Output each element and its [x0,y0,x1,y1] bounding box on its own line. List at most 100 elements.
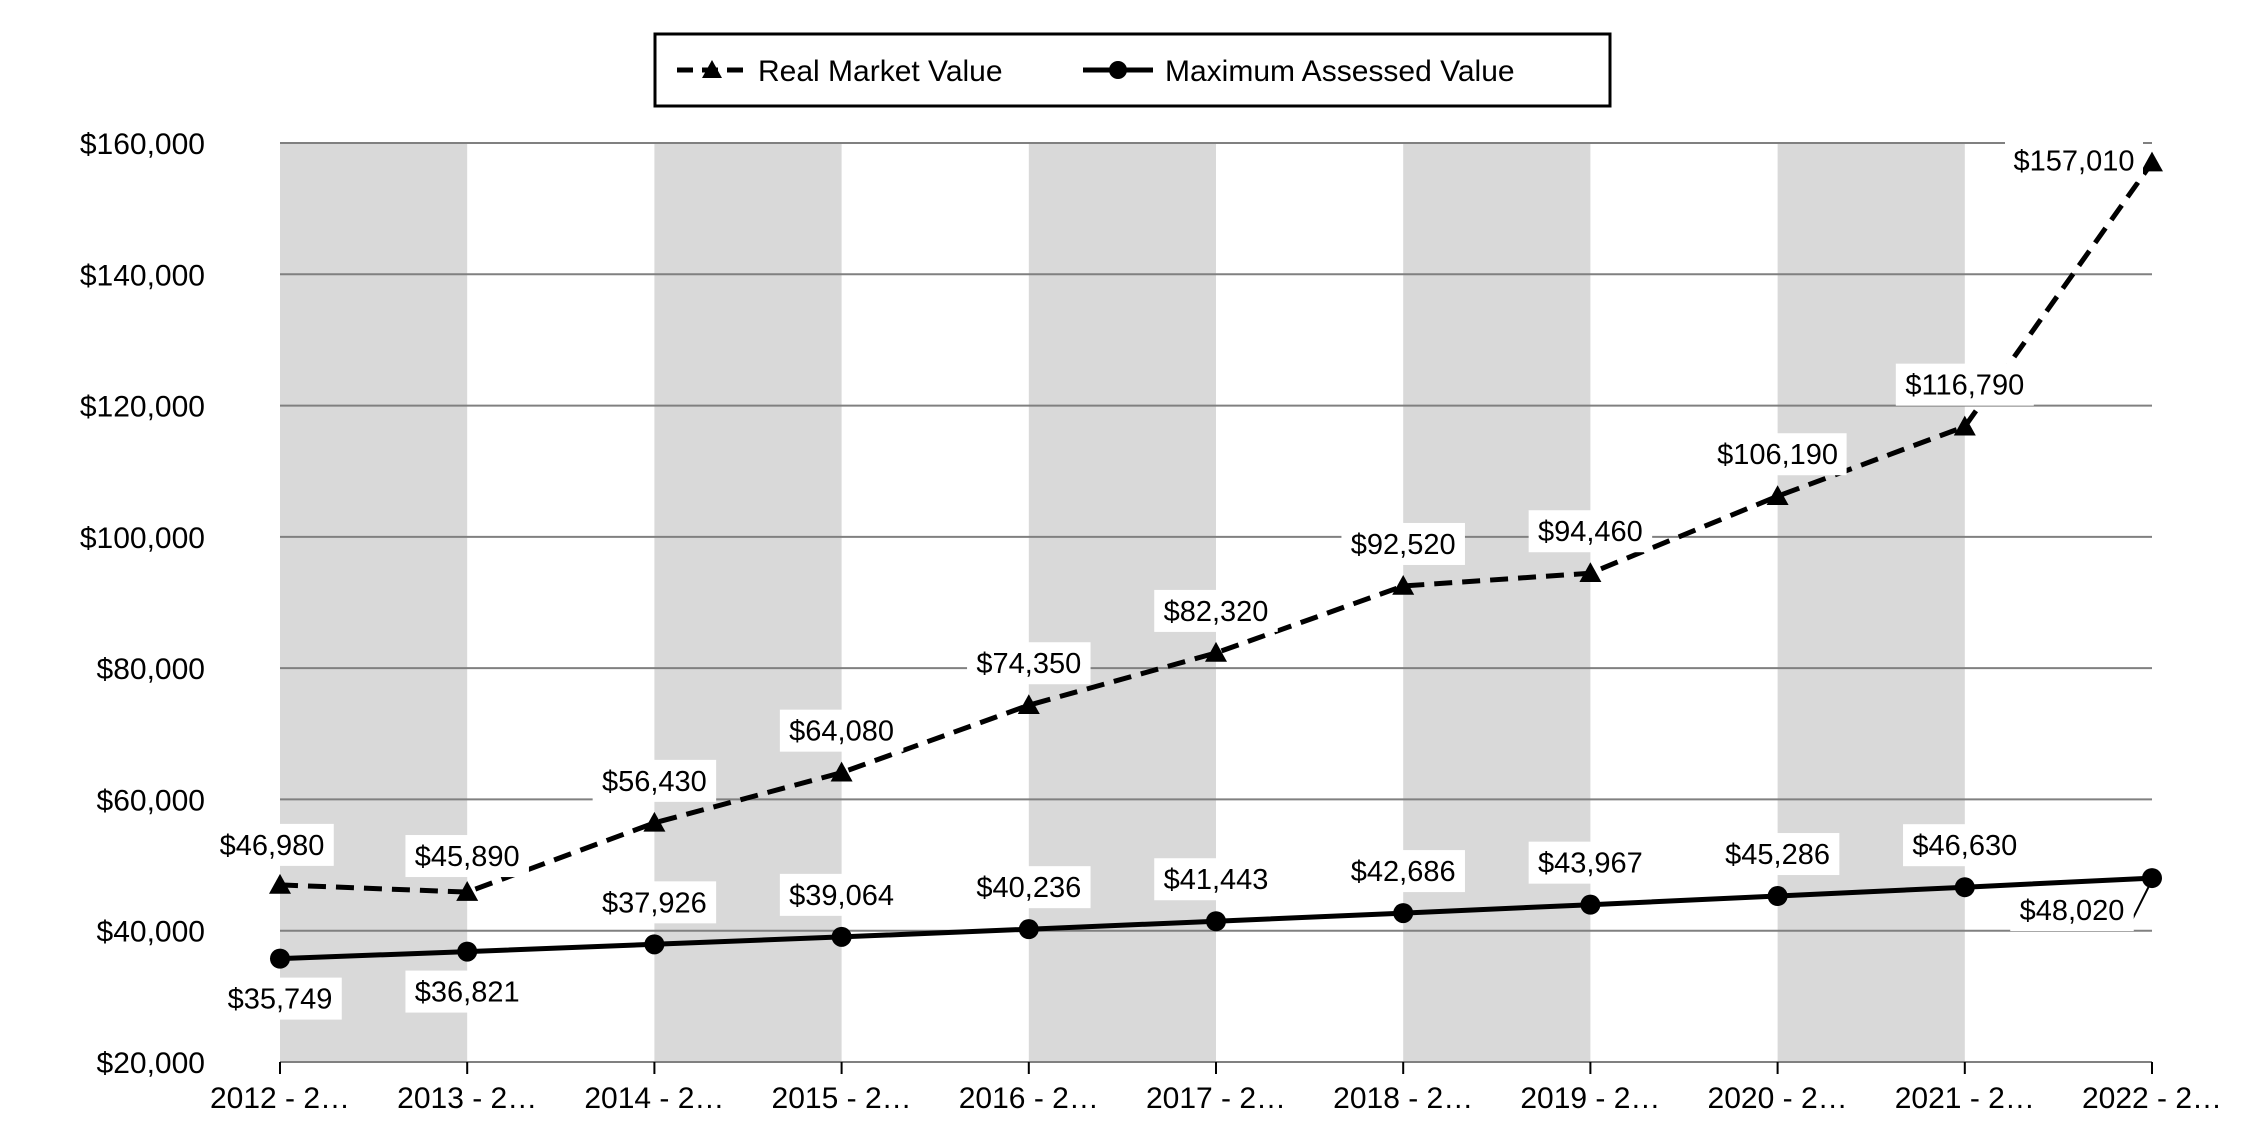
y-tick-label: $120,000 [80,391,205,424]
axis-layer: $20,000 $40,000 $60,000 $80,000 $100,000 $120… [80,128,2222,1115]
data-label-real-market-value: $94,460 [1538,516,1643,548]
data-label-maximum-assessed-value-box [1154,858,1278,901]
data-label-real-market-value: $82,320 [1164,596,1269,628]
data-label-maximum-assessed-value-group: $45,286 [1715,833,1840,876]
marker-real-market-value [1766,485,1789,506]
data-label-real-market-value-box [1154,589,1278,632]
marker-maximum-assessed-value [1206,911,1226,932]
data-label-maximum-assessed-value: $41,443 [1164,864,1269,896]
marker-maximum-assessed-value [270,948,290,969]
data-label-maximum-assessed-value: $48,020 [2020,895,2125,927]
legend: Real Market Value Maximum Assessed Value [653,32,1612,108]
data-label-maximum-assessed-value: $46,630 [1912,830,2017,862]
data-label-maximum-assessed-value-box [218,977,342,1020]
data-label-maximum-assessed-value-box [1903,824,2027,867]
y-tick-label: $80,000 [97,653,205,686]
data-label-maximum-assessed-value-group: $35,749 [218,977,342,1020]
data-label-maximum-assessed-value-box [967,866,1091,909]
data-label-real-market-value-group: $46,980 [210,823,334,866]
data-label-maximum-assessed-value-group: $39,064 [779,873,904,916]
data-label-real-market-value-box [592,759,717,802]
x-tick-label: 2012 - 2… [210,1082,350,1115]
data-label-maximum-assessed-value: $40,236 [976,872,1081,904]
data-label-maximum-assessed-value-box [2010,889,2134,932]
marker-maximum-assessed-value [644,934,665,955]
data-label-real-market-value-group: $74,350 [967,642,1091,685]
y-tick-label: $20,000 [97,1047,205,1080]
marker-real-market-value [1392,574,1415,595]
marker-layer [269,151,2163,969]
x-tick-label: 2020 - 2… [1708,1082,1848,1115]
x-tick-label: 2017 - 2… [1146,1082,1286,1115]
data-label-real-market-value-group: $116,790 [1895,363,2034,406]
x-tick-label: 2019 - 2… [1520,1082,1660,1115]
data-label-maximum-assessed-value: $42,686 [1351,856,1456,888]
data-label-real-market-value: $116,790 [1905,370,2024,402]
data-label-real-market-value-group: $56,430 [592,759,717,802]
data-label-real-market-value: $56,430 [602,766,707,798]
y-tick-label: $160,000 [80,128,205,161]
data-label-real-market-value: $92,520 [1351,529,1456,561]
marker-maximum-assessed-value [1580,894,1601,915]
data-label-maximum-assessed-value-group: $46,630 [1903,824,2027,867]
y-tick-label: $60,000 [97,784,205,817]
marker-real-market-value [269,873,291,894]
marker-real-market-value [2141,151,2163,172]
data-label-maximum-assessed-value-box [779,873,904,916]
x-tick-label: 2016 - 2… [959,1082,1099,1115]
marker-real-market-value [1953,415,1976,436]
data-label-maximum-assessed-value-group: $40,236 [967,866,1091,909]
x-tick-label: 2021 - 2… [1895,1082,2035,1115]
data-label-real-market-value-group: $94,460 [1528,510,1653,553]
marker-maximum-assessed-value [1393,903,1414,924]
shade-column-8 [1777,143,1965,1062]
data-label-maximum-assessed-value-group: $37,926 [592,881,717,924]
y-tick-label: $140,000 [80,259,205,292]
data-label-real-market-value-box [1528,510,1653,553]
data-label-layer: $46,980 $45,890 $56,430 $64,080 $74,350 $82,3… [210,139,2151,1020]
y-tick-label: $40,000 [97,916,205,949]
marker-maximum-assessed-value [457,941,478,962]
data-label-maximum-assessed-value-group: $43,967 [1528,841,1653,884]
data-label-real-market-value-box [405,835,529,878]
x-tick-label: 2018 - 2… [1333,1082,1473,1115]
data-label-real-market-value-group: $82,320 [1154,589,1278,632]
data-label-real-market-value-group: $92,520 [1341,522,1465,565]
marker-real-market-value [456,881,479,901]
x-tick-label: 2022 - 2… [2082,1082,2222,1115]
data-label-maximum-assessed-value: $36,821 [415,977,520,1009]
marker-real-market-value [1017,694,1040,715]
legend-marker-maximum-assessed-value [1109,61,1127,79]
x-tick-label: 2015 - 2… [772,1082,912,1115]
data-label-real-market-value-group: $106,190 [1708,433,1847,476]
x-tick-label: 2014 - 2… [584,1082,724,1115]
data-label-maximum-assessed-value-box [1341,850,1465,893]
legend-label-maximum-assessed-value: Maximum Assessed Value [1165,55,1515,88]
data-label-real-market-value-box [779,709,904,752]
data-label-real-market-value-box [1895,363,2034,406]
data-label-maximum-assessed-value: $43,967 [1538,848,1643,880]
y-tick-label: $100,000 [80,522,205,555]
marker-maximum-assessed-value [1767,886,1788,907]
data-label-maximum-assessed-value-box [1715,833,1840,876]
data-label-real-market-value-group: $64,080 [779,709,904,752]
data-label-real-market-value-group: $45,890 [405,835,529,878]
shade-column-2 [654,143,842,1062]
data-label-maximum-assessed-value-box [592,881,717,924]
data-label-maximum-assessed-value-box [1528,841,1653,884]
data-label-maximum-assessed-value: $45,286 [1725,839,1830,871]
data-label-maximum-assessed-value: $35,749 [228,984,333,1016]
data-label-real-market-value-box [210,823,334,866]
data-label-maximum-assessed-value-box [405,970,529,1013]
data-label-maximum-assessed-value-group: $36,821 [405,970,529,1013]
marker-maximum-assessed-value [1018,919,1039,940]
data-label-maximum-assessed-value: $39,064 [789,880,894,912]
marker-real-market-value [1579,562,1602,583]
data-label-maximum-assessed-value: $37,926 [602,887,707,919]
legend-marker-real-market-value [702,60,722,78]
data-label-real-market-value: $157,010 [2014,146,2135,178]
marker-real-market-value [643,811,666,832]
data-label-real-market-value: $46,980 [220,830,325,862]
